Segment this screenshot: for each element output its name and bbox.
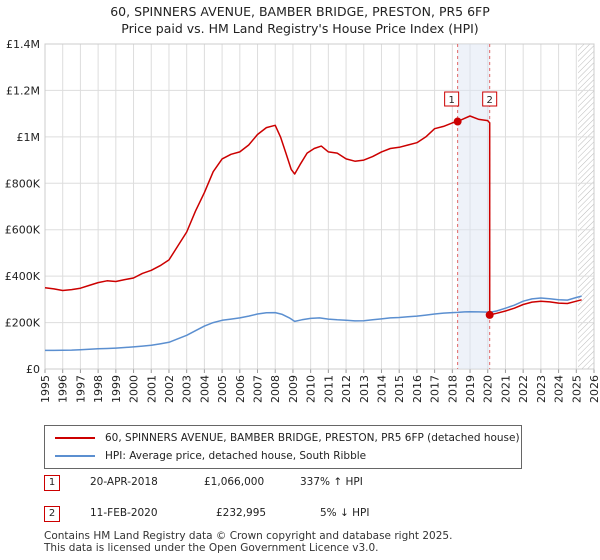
x-tick-label: 2014 [375, 375, 388, 403]
x-tick-label: 2022 [517, 375, 530, 403]
chart-title: 60, SPINNERS AVENUE, BAMBER BRIDGE, PRES… [110, 4, 490, 19]
y-tick-label: £0 [26, 363, 40, 376]
transaction-hpi-delta: 5% ↓ HPI [320, 507, 370, 519]
x-tick-label: 1999 [110, 375, 123, 403]
plot-border [44, 43, 595, 370]
sale-marker-badge [482, 91, 498, 107]
x-tick-label: 2023 [535, 375, 548, 403]
x-tick-label: 2004 [198, 375, 211, 403]
legend-swatch-hpi [55, 455, 95, 457]
sale-marker [485, 310, 494, 319]
x-tick-label: 2000 [128, 375, 141, 403]
y-tick-label: £1M [17, 131, 41, 144]
x-tick-label: 1995 [39, 375, 52, 403]
x-tick-label: 2006 [234, 375, 247, 403]
y-tick-label: £200K [5, 317, 41, 330]
sale-marker-badge [444, 91, 460, 107]
footer-licence: This data is licensed under the Open Gov… [44, 542, 379, 554]
x-tick-label: 2024 [553, 375, 566, 403]
y-tick-label: £600K [5, 224, 41, 237]
transaction-date: 20-APR-2018 [90, 476, 158, 488]
x-tick-label: 2018 [446, 375, 459, 403]
x-tick-label: 2009 [287, 375, 300, 403]
x-tick-label: 2008 [269, 375, 282, 403]
transaction-date: 11-FEB-2020 [90, 507, 158, 519]
footer: Contains HM Land Registry data © Crown c… [44, 530, 452, 554]
sale-marker-label: 2 [487, 95, 493, 106]
x-tick-label: 1997 [74, 375, 87, 403]
legend-label-property: 60, SPINNERS AVENUE, BAMBER BRIDGE, PRES… [105, 432, 520, 444]
legend-swatch-property [55, 437, 95, 439]
x-tick-label: 2003 [181, 375, 194, 403]
legend-item-hpi: HPI: Average price, detached house, Sout… [55, 448, 366, 464]
x-tick-label: 2020 [482, 375, 495, 403]
x-tick-label: 2019 [464, 375, 477, 403]
chart-subtitle: Price paid vs. HM Land Registry's House … [121, 21, 479, 36]
transaction-price: £1,066,000 [204, 476, 265, 488]
x-tick-label: 2012 [340, 375, 353, 403]
x-tick-label: 2002 [163, 375, 176, 403]
y-tick-label: £1.4M [6, 38, 40, 51]
legend: 60, SPINNERS AVENUE, BAMBER BRIDGE, PRES… [44, 425, 522, 469]
legend-label-hpi: HPI: Average price, detached house, Sout… [105, 450, 367, 462]
x-tick-label: 2007 [252, 375, 265, 403]
x-tick-label: 2013 [358, 375, 371, 403]
transaction-price: £232,995 [216, 507, 267, 519]
x-tick-label: 2001 [145, 375, 158, 403]
x-tick-label: 2011 [322, 375, 335, 403]
x-tick-label: 2025 [570, 375, 583, 403]
sale-marker-label: 1 [448, 95, 454, 106]
price-chart: £0 £200K £400K £600K £800K £1M £1.2M £1.4M 1995 1… [5, 38, 600, 403]
y-tick-label: £1.2M [6, 84, 40, 97]
footer-copyright: Contains HM Land Registry data © Crown c… [44, 530, 453, 542]
x-tick-label: 2021 [499, 375, 512, 403]
x-tick-label: 2005 [216, 375, 229, 403]
y-tick-label: £800K [5, 177, 41, 190]
forecast-hatch [578, 44, 594, 369]
x-tick-label: 1996 [57, 375, 70, 403]
x-tick-label: 2015 [393, 375, 406, 403]
x-tick-label: 2026 [588, 375, 600, 403]
y-tick-label: £400K [5, 270, 41, 283]
x-tick-label: 1998 [92, 375, 105, 403]
transaction-number: 1 [44, 475, 60, 491]
plot-area [45, 44, 594, 369]
transaction-hpi-delta: 337% ↑ HPI [300, 476, 363, 488]
transaction-number: 2 [44, 506, 60, 522]
legend-item-property: 60, SPINNERS AVENUE, BAMBER BRIDGE, PRES… [55, 430, 520, 446]
x-tick-label: 2017 [429, 375, 442, 403]
x-tick-label: 2010 [305, 375, 318, 403]
sale-marker [453, 117, 462, 126]
property-price-line [44, 115, 582, 316]
x-tick-label: 2016 [411, 375, 424, 403]
